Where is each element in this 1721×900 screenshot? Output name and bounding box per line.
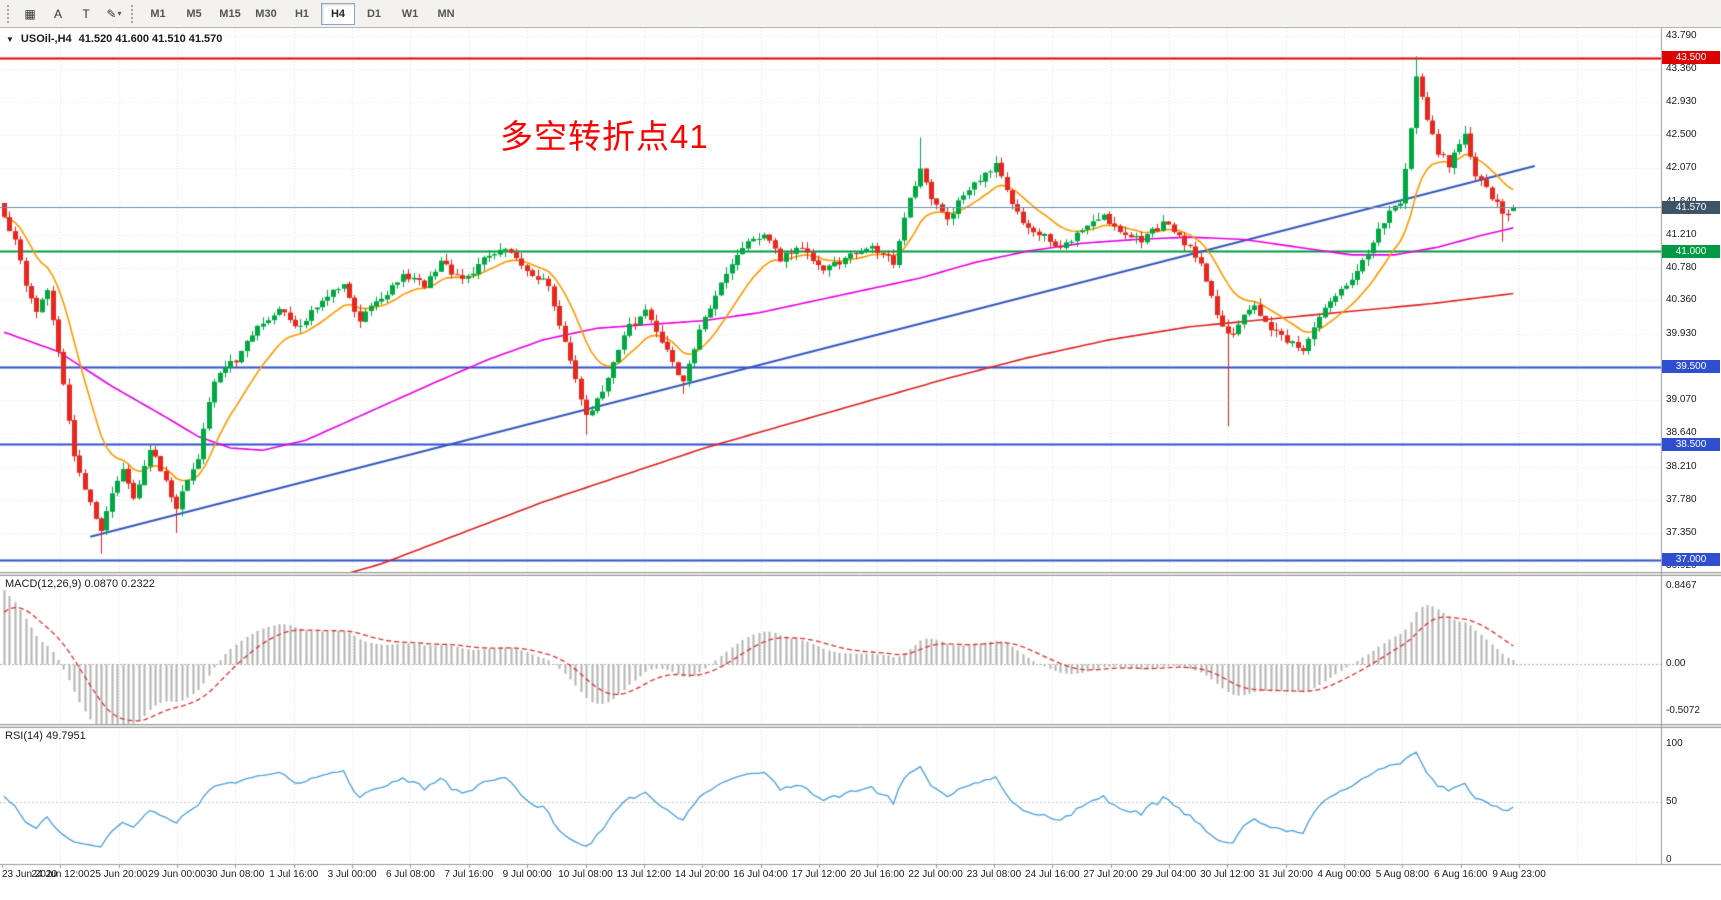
timeframe-button-w1[interactable]: W1: [401, 7, 419, 20]
rsi-scale-tick: 50: [1666, 796, 1678, 807]
time-label: 6 Jul 08:00: [385, 869, 435, 880]
timeframe-button-h4[interactable]: H4: [321, 2, 355, 25]
time-label: 20 Jul 16:00: [850, 869, 905, 880]
time-label: 30 Jun 08:00: [206, 869, 265, 880]
time-label: 24 Jul 16:00: [1025, 869, 1080, 880]
toolbar-grip[interactable]: [7, 4, 13, 23]
price-line-badge-39.500: 39.500: [1662, 360, 1720, 374]
time-label: 5 Aug 08:00: [1375, 869, 1430, 880]
price-tick: 39.070: [1666, 394, 1697, 406]
price-line-badge-41.000: 41.000: [1662, 244, 1720, 258]
cursor-text-icon: A: [53, 6, 62, 21]
timeframe-button-m1[interactable]: M1: [150, 7, 166, 20]
price-tick: 42.070: [1666, 162, 1697, 174]
charts-grid-icon: ▦: [24, 6, 36, 21]
price-tick: 37.780: [1666, 493, 1697, 505]
bid-price-badge: 41.570: [1662, 200, 1720, 214]
text-label-button[interactable]: T: [73, 2, 99, 26]
timeframe-button-m15[interactable]: M15: [219, 7, 241, 20]
time-label: 24 Jun 12:00: [31, 869, 90, 880]
chart-tools-group: ▦ A T ✎ ▾: [17, 2, 127, 26]
price-tick: 38.210: [1666, 460, 1697, 472]
time-label: 4 Aug 00:00: [1317, 869, 1371, 880]
timeframe-button-m5[interactable]: M5: [186, 7, 202, 20]
chart-symbol-period: USOil-,H4: [20, 33, 72, 45]
toolbar: ▦ A T ✎ ▾ M1 M5 M15 M30 H1 H4 D1 W1 MN: [0, 0, 1721, 28]
price-tick: 40.360: [1666, 294, 1697, 306]
macd-scale-tick: 0.8467: [1666, 579, 1697, 591]
time-label: 23 Jun 2020: [2, 869, 58, 880]
charts-grid-button[interactable]: ▦: [17, 2, 43, 26]
chart-annotation-text[interactable]: 多空转折点41: [500, 118, 709, 155]
toolbar-grip-2[interactable]: [131, 4, 137, 23]
text-label-icon: T: [82, 6, 90, 21]
time-label: 17 Jul 12:00: [791, 869, 847, 880]
price-tick: 37.350: [1666, 526, 1697, 538]
time-label: 13 Jul 12:00: [616, 869, 672, 880]
timeframe-button-m30[interactable]: M30: [255, 7, 277, 20]
time-label: 29 Jul 04:00: [1141, 869, 1197, 880]
time-label: 30 Jul 12:00: [1200, 869, 1255, 880]
price-tick: 39.930: [1666, 327, 1697, 339]
time-label: 9 Aug 23:00: [1492, 869, 1546, 880]
price-tick: 42.930: [1666, 95, 1697, 107]
time-label: 25 Jun 20:00: [89, 869, 148, 880]
time-label: 1 Jul 16:00: [269, 869, 319, 880]
price-line-badge-43.500: 43.500: [1662, 51, 1720, 65]
time-label: 9 Jul 00:00: [502, 869, 552, 880]
rsi-scale-tick: 0: [1666, 854, 1672, 865]
time-label: 14 Jul 20:00: [674, 869, 730, 880]
macd-indicator-label: MACD(12,26,9) 0.0870 0.2322: [5, 578, 155, 590]
rsi-scale-tick: 100: [1666, 738, 1683, 749]
time-label: 16 Jul 04:00: [733, 869, 788, 880]
price-line-badge-38.500: 38.500: [1662, 437, 1720, 451]
time-label: 6 Aug 16:00: [1434, 869, 1488, 880]
cursor-text-button[interactable]: A: [45, 2, 71, 26]
macd-scale-tick: 0.00: [1666, 657, 1686, 669]
chart-dropdown-icon[interactable]: ▼: [6, 34, 14, 44]
time-label: 10 Jul 08:00: [558, 869, 613, 880]
time-label: 3 Jul 00:00: [327, 869, 377, 880]
price-tick: 42.500: [1666, 129, 1697, 141]
rsi-indicator-label: RSI(14) 49.7951: [5, 730, 86, 742]
draw-objects-button[interactable]: ✎ ▾: [101, 2, 127, 26]
time-label: 22 Jul 00:00: [908, 869, 963, 880]
timeframe-button-d1[interactable]: D1: [366, 7, 382, 20]
chart-title: ▼ USOil-,H4 41.520 41.600 41.510 41.570: [6, 33, 222, 45]
timeframe-group: M1 M5 M15 M30 H1 H4 D1 W1 MN: [141, 2, 463, 25]
time-label: 31 Jul 20:00: [1258, 869, 1313, 880]
draw-objects-icon: ✎: [106, 6, 117, 21]
price-tick: 38.640: [1666, 427, 1697, 439]
time-label: 27 Jul 20:00: [1083, 869, 1138, 880]
timeframe-button-mn[interactable]: MN: [437, 7, 455, 20]
price-tick: 43.790: [1666, 29, 1697, 41]
time-label: 7 Jul 16:00: [444, 869, 494, 880]
price-tick: 43.360: [1666, 62, 1697, 74]
price-line-badge-37.000: 37.000: [1662, 553, 1720, 567]
macd-scale-tick: -0.5072: [1666, 704, 1700, 716]
time-label: 29 Jun 00:00: [148, 869, 206, 880]
price-tick: 40.780: [1666, 262, 1697, 274]
chart-ohlc-values: 41.520 41.600 41.510 41.570: [78, 33, 223, 45]
chevron-down-icon: ▾: [117, 9, 122, 18]
price-tick: 41.210: [1666, 228, 1697, 240]
time-label: 23 Jul 08:00: [966, 869, 1022, 880]
timeframe-button-h1[interactable]: H1: [294, 7, 310, 20]
